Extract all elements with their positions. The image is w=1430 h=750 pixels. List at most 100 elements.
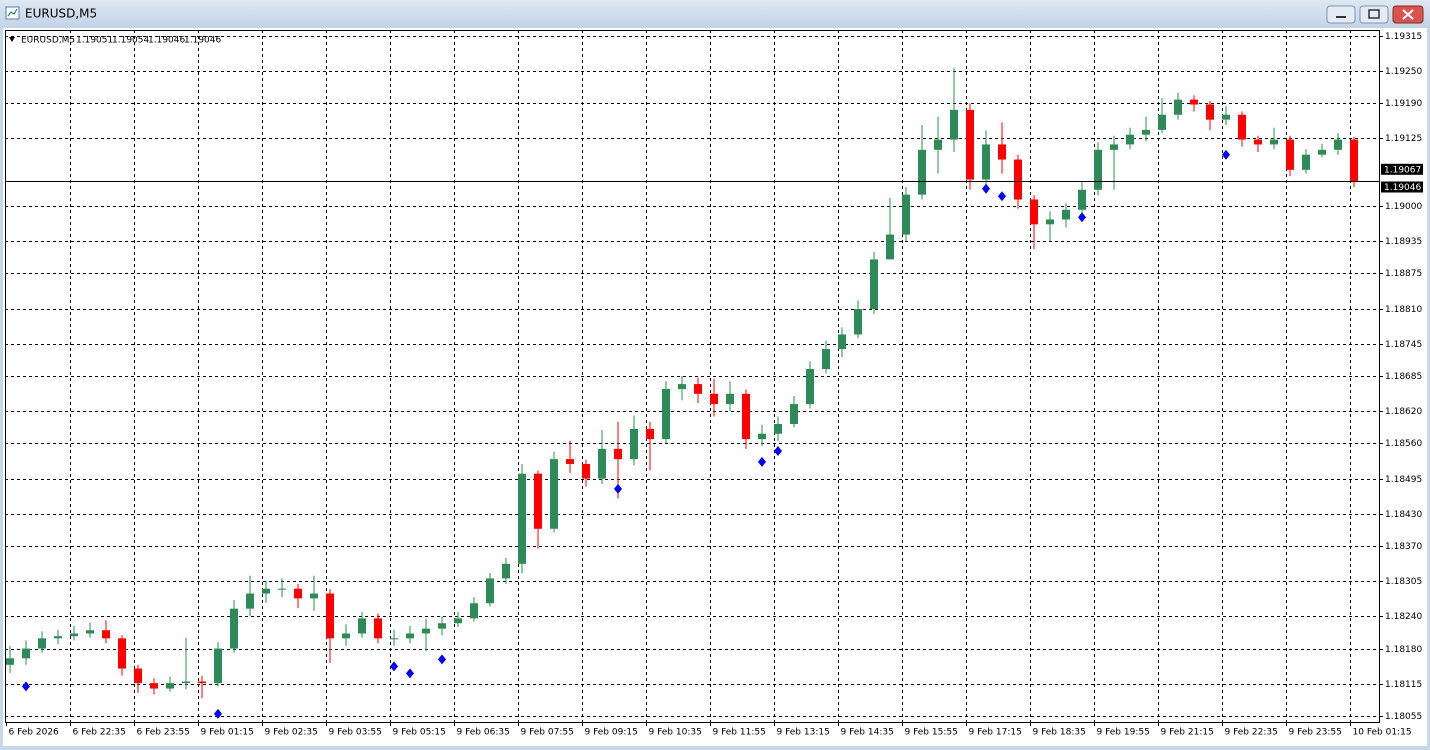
header-value: 1.19046 [184, 36, 221, 46]
signal-arrow [214, 708, 222, 719]
window-icon-graph [7, 8, 18, 17]
candle-body [1078, 189, 1086, 210]
candle-body [758, 433, 766, 440]
candle-body [1238, 114, 1246, 140]
candle-body [1014, 159, 1022, 200]
candle-body [422, 628, 430, 634]
x-tick-label: 9 Feb 13:15 [777, 728, 830, 738]
x-tick-label: 9 Feb 18:35 [1033, 728, 1086, 738]
candle-body [1126, 134, 1134, 145]
candle-body [502, 563, 510, 579]
candle-body [1318, 149, 1326, 155]
candle-body [102, 630, 110, 639]
x-tick-label: 9 Feb 07:55 [521, 728, 574, 738]
header-value: 1.19054 [112, 36, 149, 46]
x-tick-label: 9 Feb 23:55 [1289, 728, 1342, 738]
candle-body [438, 623, 446, 629]
candle-body [1206, 104, 1214, 120]
candle-body [86, 630, 94, 634]
candle-body [214, 648, 222, 684]
y-tick-label: 1.19315 [1385, 32, 1422, 42]
y-tick-label: 1.18935 [1385, 237, 1422, 247]
candle-body [710, 393, 718, 405]
candle-body [566, 459, 574, 464]
candle-body [1142, 129, 1150, 135]
candle-body [38, 638, 46, 649]
signal-arrow [390, 661, 398, 672]
candle-body [374, 618, 382, 639]
candle-body [678, 384, 686, 389]
y-tick-label: 1.18560 [1385, 439, 1422, 449]
signal-arrow [774, 446, 782, 457]
x-tick-label: 9 Feb 02:35 [265, 728, 318, 738]
y-tick-label: 1.18430 [1385, 510, 1422, 520]
candle-body [534, 473, 542, 529]
y-tick-label: 1.18370 [1385, 542, 1422, 552]
y-tick-label: 1.18305 [1385, 577, 1422, 587]
minimize-button[interactable] [1326, 5, 1356, 24]
candle-body [342, 633, 350, 639]
y-tick-label: 1.18055 [1385, 712, 1422, 722]
candle-body [582, 463, 590, 479]
candle-body [1254, 139, 1262, 145]
x-tick-label: 6 Feb 22:35 [73, 728, 126, 738]
candle-body [870, 259, 878, 310]
candle-body [454, 618, 462, 624]
candle-body [54, 636, 62, 639]
y-tick-label: 1.19125 [1385, 134, 1422, 144]
maximize-button[interactable] [1359, 5, 1389, 24]
y-tick-label: 1.18745 [1385, 340, 1422, 350]
candle-body [966, 109, 974, 180]
candle-body [1110, 144, 1118, 150]
candle-body [6, 658, 14, 665]
y-tick-label: 1.18875 [1385, 269, 1422, 279]
x-tick-label: 9 Feb 11:55 [713, 728, 766, 738]
candle-body [70, 633, 78, 637]
ask-label: 1.19067 [1384, 165, 1421, 175]
candle-body [806, 368, 814, 405]
x-tick-label: 6 Feb 23:55 [137, 728, 190, 738]
signal-arrow [1222, 149, 1230, 160]
chart-area [3, 28, 1427, 746]
candle-body [598, 448, 606, 479]
x-tick-label: 9 Feb 17:15 [969, 728, 1022, 738]
candle-body [246, 593, 254, 609]
x-tick-label: 9 Feb 01:15 [201, 728, 254, 738]
candle-body [726, 393, 734, 405]
x-tick-label: 10 Feb 01:15 [1353, 728, 1412, 738]
candle-body [1158, 114, 1166, 130]
x-tick-label: 9 Feb 14:35 [841, 728, 894, 738]
candle-body [774, 424, 782, 434]
candle-body [134, 668, 142, 684]
candle-body [614, 448, 622, 460]
y-tick-label: 1.18685 [1385, 372, 1422, 382]
candle-body [1270, 139, 1278, 145]
candle-body [278, 588, 286, 590]
candle-body [982, 144, 990, 180]
y-tick-label: 1.18115 [1385, 680, 1422, 690]
candle-body [470, 603, 478, 619]
signal-arrow [406, 668, 414, 679]
signal-arrow [22, 681, 30, 692]
candle-body [662, 388, 670, 440]
candle-body [1030, 199, 1038, 225]
candle-body [310, 593, 318, 599]
y-tick-label: 1.18240 [1385, 612, 1422, 622]
candle-body [934, 139, 942, 150]
x-tick-label: 9 Feb 22:35 [1225, 728, 1278, 738]
candle-body [838, 334, 846, 350]
candle-body [550, 459, 558, 529]
candle-body [902, 194, 910, 235]
y-tick-label: 1.19250 [1385, 67, 1422, 77]
x-tick-label: 9 Feb 19:55 [1097, 728, 1150, 738]
candle-body [790, 404, 798, 425]
signal-arrow [438, 654, 446, 665]
header-symbol: EURUSD,M5 [21, 36, 75, 46]
ask-label-bg [1381, 163, 1423, 175]
candle-body [1350, 139, 1358, 182]
close-button[interactable] [1392, 5, 1424, 24]
candle-body [182, 681, 190, 684]
y-tick-label: 1.18620 [1385, 407, 1422, 417]
title-bar [0, 0, 1430, 28]
